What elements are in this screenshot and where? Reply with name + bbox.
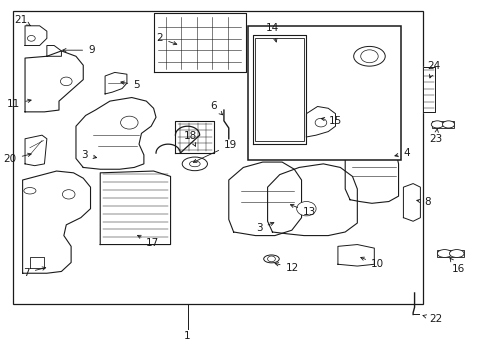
Text: 9: 9 bbox=[62, 45, 95, 55]
Polygon shape bbox=[100, 171, 170, 244]
Ellipse shape bbox=[436, 249, 451, 257]
Bar bbox=[431, 121, 453, 128]
Ellipse shape bbox=[442, 121, 454, 128]
Polygon shape bbox=[76, 98, 156, 169]
Circle shape bbox=[61, 77, 72, 86]
Text: 3: 3 bbox=[256, 222, 273, 233]
Text: 16: 16 bbox=[449, 258, 464, 274]
Text: 20: 20 bbox=[3, 153, 31, 164]
Polygon shape bbox=[153, 13, 245, 72]
Polygon shape bbox=[105, 72, 127, 94]
Polygon shape bbox=[345, 144, 398, 203]
Polygon shape bbox=[337, 244, 373, 266]
Ellipse shape bbox=[263, 255, 279, 263]
Polygon shape bbox=[267, 164, 357, 235]
Circle shape bbox=[296, 202, 315, 216]
Polygon shape bbox=[403, 184, 420, 221]
Ellipse shape bbox=[182, 157, 207, 171]
Text: 6: 6 bbox=[210, 102, 222, 115]
Circle shape bbox=[62, 190, 75, 199]
Polygon shape bbox=[30, 257, 44, 268]
Polygon shape bbox=[228, 162, 301, 235]
Text: 2: 2 bbox=[156, 33, 176, 45]
Text: 13: 13 bbox=[290, 204, 316, 217]
Circle shape bbox=[360, 50, 377, 63]
Text: 7: 7 bbox=[23, 267, 45, 278]
Ellipse shape bbox=[24, 188, 36, 194]
Ellipse shape bbox=[448, 249, 463, 257]
Text: 14: 14 bbox=[265, 23, 279, 42]
Text: 18: 18 bbox=[183, 131, 196, 146]
Ellipse shape bbox=[189, 161, 200, 167]
Text: 11: 11 bbox=[7, 99, 31, 109]
Polygon shape bbox=[306, 107, 335, 137]
Text: 24: 24 bbox=[427, 60, 440, 78]
Text: 23: 23 bbox=[428, 129, 442, 144]
Polygon shape bbox=[252, 35, 306, 144]
Circle shape bbox=[121, 116, 138, 129]
Polygon shape bbox=[422, 67, 434, 112]
Circle shape bbox=[314, 118, 326, 127]
Bar bbox=[248, 26, 400, 160]
Bar bbox=[13, 12, 422, 304]
Polygon shape bbox=[25, 51, 83, 112]
Text: 17: 17 bbox=[137, 235, 159, 248]
Bar bbox=[255, 39, 304, 140]
Circle shape bbox=[267, 256, 275, 262]
Polygon shape bbox=[25, 135, 47, 166]
Text: 21: 21 bbox=[14, 15, 30, 26]
Text: 5: 5 bbox=[121, 80, 140, 90]
Bar bbox=[436, 249, 463, 257]
Text: 1: 1 bbox=[184, 331, 190, 341]
Text: 4: 4 bbox=[394, 148, 409, 158]
Text: 8: 8 bbox=[416, 197, 430, 207]
Text: 10: 10 bbox=[360, 257, 383, 269]
Text: 15: 15 bbox=[321, 116, 342, 126]
Text: 12: 12 bbox=[274, 263, 298, 273]
Text: 22: 22 bbox=[422, 314, 442, 324]
Ellipse shape bbox=[430, 121, 443, 128]
Polygon shape bbox=[22, 171, 90, 273]
Polygon shape bbox=[47, 45, 61, 56]
Text: 19: 19 bbox=[193, 140, 237, 162]
Polygon shape bbox=[25, 26, 47, 45]
Circle shape bbox=[27, 36, 35, 41]
Polygon shape bbox=[175, 121, 214, 153]
Text: 3: 3 bbox=[81, 150, 97, 160]
Ellipse shape bbox=[353, 46, 385, 66]
